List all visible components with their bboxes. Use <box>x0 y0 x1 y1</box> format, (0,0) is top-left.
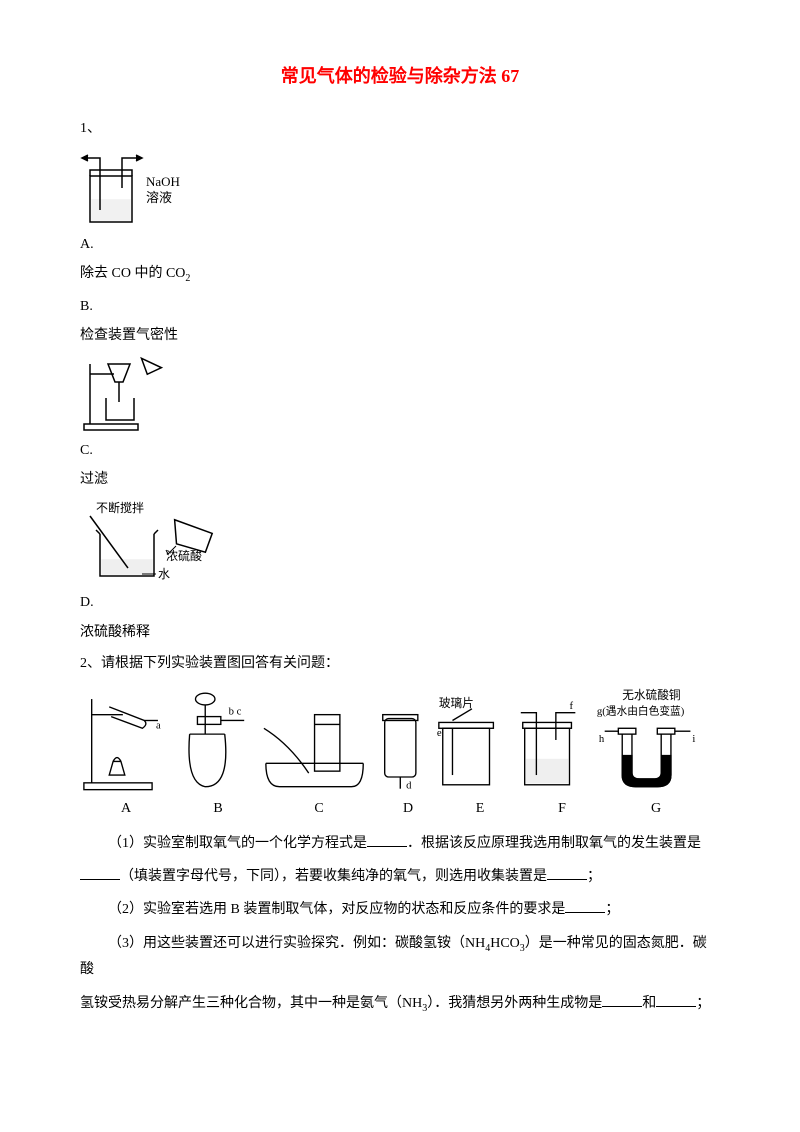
q2-label-i: i <box>693 733 696 745</box>
q1-number: 1、 <box>80 116 720 141</box>
q2-p1-line1: （1）实验室制取氧气的一个化学方程式是 ．根据该反应原理我选用制取氧气的发生装置是 <box>80 831 720 856</box>
q2-rl-b: B <box>178 796 258 821</box>
q2-p1-line2: （填装置字母代号，下同），若要收集纯净的氧气，则选用收集装置是 ； <box>80 864 720 889</box>
q2-p2b: ； <box>605 902 619 917</box>
q2-p3g: ； <box>696 996 710 1011</box>
q2-label-e: e <box>437 727 442 739</box>
q2-rl-e: E <box>442 796 518 821</box>
blank-6[interactable] <box>656 993 696 1007</box>
q2-p2: （2）实验室若选用 B 装置制取气体，对反应物的状态和反应条件的要求是 ； <box>80 897 720 922</box>
q2-p1b: ．根据该反应原理我选用制取氧气的发生装置是 <box>407 836 701 851</box>
blank-5[interactable] <box>602 993 642 1007</box>
q2-label-h: h <box>599 733 605 745</box>
q2-label-f: f <box>570 700 574 712</box>
page-title: 常见气体的检验与除杂方法 67 <box>80 60 720 92</box>
q2-fig-b: b c <box>176 684 254 794</box>
q2-p3e: ）．我猜想另外两种生成物是 <box>427 996 602 1011</box>
q2-fig-c <box>260 684 367 794</box>
q1-d-desc: 浓硫酸稀释 <box>80 620 720 645</box>
q2-figures-row: a b c d 玻璃片 <box>80 684 720 794</box>
q1-c-letter: C. <box>80 438 720 463</box>
q2-fig-d: d <box>373 684 428 794</box>
q2-p1d: ； <box>587 869 601 884</box>
q1-b-desc: 检查装置气密性 <box>80 323 720 348</box>
q1-c-desc: 过滤 <box>80 467 720 492</box>
q2-p3b: HCO <box>490 936 520 951</box>
q2-fig-a: a <box>80 684 170 794</box>
q2-rl-a: A <box>80 796 172 821</box>
q2-p2a: （2）实验室若选用 B 装置制取气体，对反应物的状态和反应条件的要求是 <box>108 902 565 917</box>
q2-rl-c: C <box>264 796 374 821</box>
blank-1[interactable] <box>367 833 407 847</box>
q2-rl-g: G <box>606 796 706 821</box>
q2-p3-line1: （3）用这些装置还可以进行实验探究．例如：碳酸氢铵（NH4HCO3）是一种常见的… <box>80 931 720 983</box>
q2-row-labels: A B C D E F G <box>80 796 720 821</box>
label-stir: 不断搅拌 <box>96 500 144 515</box>
q2-p3f: 和 <box>642 996 656 1011</box>
q2-label-glass: 玻璃片 <box>439 696 474 710</box>
q1-a-figure: NaOH 溶液 <box>80 148 720 226</box>
q2-label-bc: b c <box>228 706 241 718</box>
q2-label-d: d <box>406 780 412 792</box>
label-naoh: NaOH <box>146 174 180 189</box>
blank-2[interactable] <box>80 866 120 880</box>
q2-p1a: （1）实验室制取氧气的一个化学方程式是 <box>108 836 367 851</box>
q1-b-letter: B. <box>80 294 720 319</box>
q2-label-cuso4-2: g(遇水由白色变蓝) <box>597 705 685 718</box>
q1-a-desc: 除去 CO 中的 CO2 <box>80 261 720 288</box>
q1-a-text: 除去 CO 中的 CO <box>80 266 185 281</box>
q2-p3d: 氢铵受热易分解产生三种化合物，其中一种是氨气（NH <box>80 996 422 1011</box>
blank-3[interactable] <box>547 866 587 880</box>
q2-intro: 2、请根据下列实验装置图回答有关问题： <box>80 651 720 676</box>
q1-c-figure <box>80 354 720 432</box>
q2-p3-line2: 氢铵受热易分解产生三种化合物，其中一种是氨气（NH3）．我猜想另外两种生成物是和… <box>80 991 720 1018</box>
q2-label-cuso4-1: 无水硫酸铜 <box>623 688 681 702</box>
q2-fig-f: f <box>513 684 587 794</box>
q2-p1c: （填装置字母代号，下同），若要收集纯净的氧气，则选用收集装置是 <box>120 869 547 884</box>
q2-p3a: （3）用这些装置还可以进行实验探究．例如：碳酸氢铵（NH <box>108 936 485 951</box>
q1-d-figure: 不断搅拌 浓硫酸 水 <box>80 498 720 584</box>
q1-d-letter: D. <box>80 590 720 615</box>
q2-rl-d: D <box>380 796 436 821</box>
label-solution: 溶液 <box>146 190 172 205</box>
blank-4[interactable] <box>565 899 605 913</box>
q2-fig-e: 玻璃片 e <box>433 684 507 794</box>
q2-fig-g: 无水硫酸铜 g(遇水由白色变蓝) h i <box>593 684 720 794</box>
q2-label-a: a <box>156 719 161 731</box>
q1-a-letter: A. <box>80 232 720 257</box>
label-acid: 浓硫酸 <box>166 548 202 563</box>
label-water: 水 <box>158 567 170 581</box>
q1-a-sub: 2 <box>185 273 190 284</box>
q2-rl-f: F <box>524 796 600 821</box>
